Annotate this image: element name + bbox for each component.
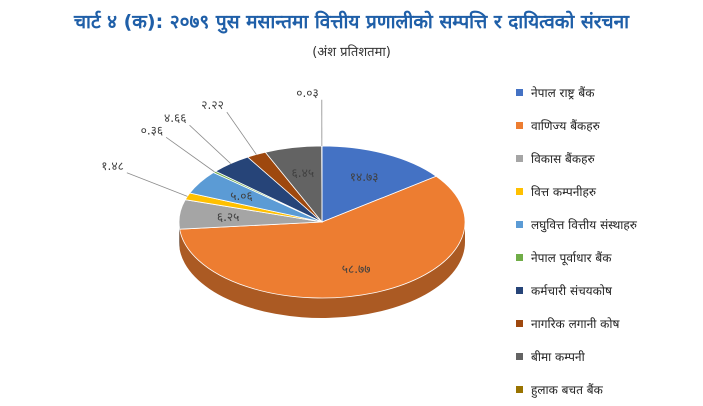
- legend-swatch: [516, 155, 523, 162]
- legend-item-1: वाणिज्य बैंकहरु: [516, 109, 701, 142]
- legend-item-0: नेपाल राष्ट्र बैंक: [516, 76, 701, 109]
- data-label-3: १.४८: [101, 159, 124, 173]
- data-label-7: २.२२: [201, 98, 224, 112]
- legend-item-7: नागरिक लगानी कोष: [516, 307, 701, 340]
- legend-label: बीमा कम्पनी: [531, 348, 585, 365]
- legend-label: हुलाक बचत बैंक: [531, 381, 603, 398]
- legend-swatch: [516, 221, 523, 228]
- data-label-1: ५८.७७: [342, 262, 371, 276]
- legend-swatch: [516, 188, 523, 195]
- legend-swatch: [516, 353, 523, 360]
- legend-label: नागरिक लगानी कोष: [531, 315, 619, 332]
- legend-label: विकास बैंकहरु: [531, 150, 595, 167]
- legend-item-2: विकास बैंकहरु: [516, 142, 701, 175]
- legend-label: नेपाल राष्ट्र बैंक: [531, 84, 594, 101]
- data-label-2: ६.२५: [217, 210, 240, 224]
- data-label-8: ६.४५: [292, 166, 315, 180]
- leader-line-3: [127, 173, 188, 197]
- legend-item-8: बीमा कम्पनी: [516, 340, 701, 373]
- legend-swatch: [516, 320, 523, 327]
- data-label-5: ०.३६: [141, 123, 164, 137]
- leader-line-7: [227, 112, 257, 154]
- legend-label: कर्मचारी संचयकोष: [531, 282, 612, 299]
- legend-item-3: वित्त कम्पनीहरु: [516, 175, 701, 208]
- legend-item-5: नेपाल पूर्वाधार बैंक: [516, 241, 701, 274]
- data-label-0: १४.७३: [350, 170, 379, 184]
- legend-swatch: [516, 254, 523, 261]
- legend-swatch: [516, 386, 523, 393]
- leader-line-5: [166, 137, 214, 172]
- legend-item-9: हुलाक बचत बैंक: [516, 373, 701, 406]
- data-label-6: ४.६६: [164, 111, 187, 125]
- legend-item-6: कर्मचारी संचयकोष: [516, 274, 701, 307]
- legend-swatch: [516, 122, 523, 129]
- legend-label: लघुवित्त वित्तीय संस्थाहरु: [531, 216, 637, 233]
- data-label-9: ०.०३: [296, 86, 319, 100]
- data-label-4: ५.०६: [230, 189, 253, 203]
- leader-line-6: [190, 125, 231, 163]
- legend-item-4: लघुवित्त वित्तीय संस्थाहरु: [516, 208, 701, 241]
- chart-legend: नेपाल राष्ट्र बैंक वाणिज्य बैंकहरु विकास ब…: [516, 76, 701, 406]
- legend-label: वित्त कम्पनीहरु: [531, 183, 596, 200]
- legend-swatch: [516, 89, 523, 96]
- legend-label: नेपाल पूर्वाधार बैंक: [531, 249, 611, 266]
- legend-label: वाणिज्य बैंकहरु: [531, 117, 600, 134]
- legend-swatch: [516, 287, 523, 294]
